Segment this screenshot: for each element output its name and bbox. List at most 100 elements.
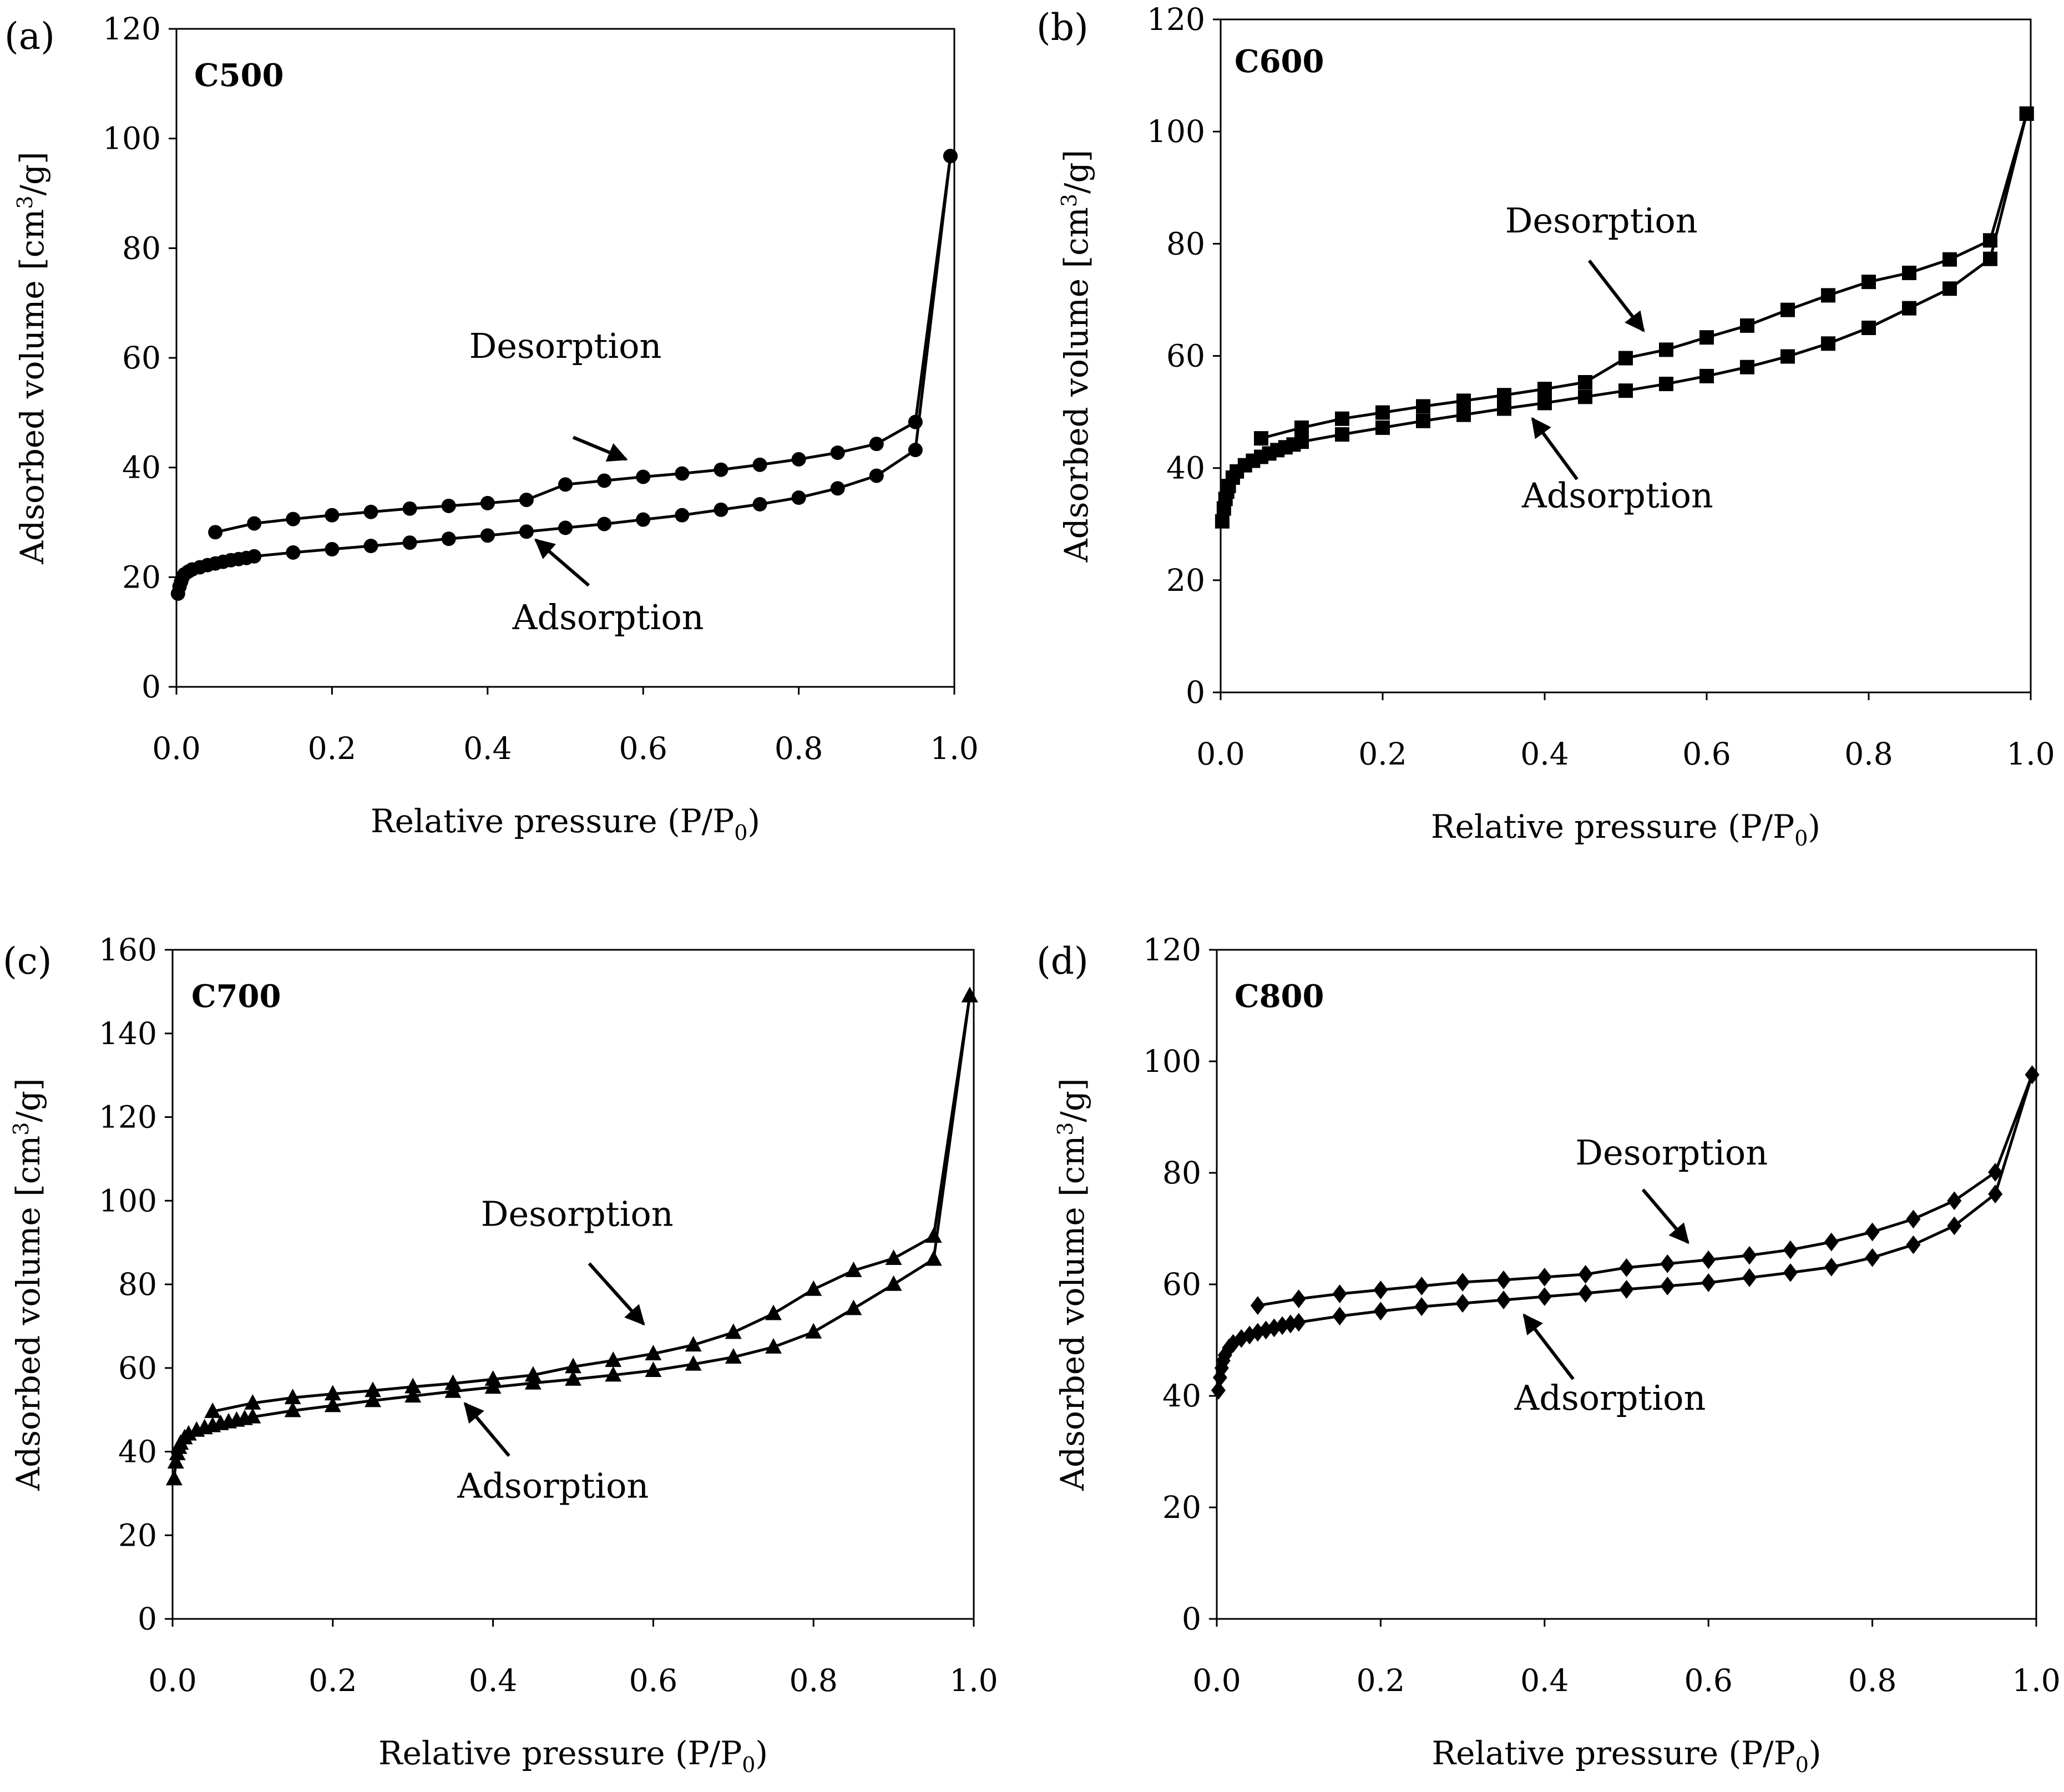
data-point	[167, 1453, 184, 1469]
data-point	[286, 545, 301, 560]
data-point	[365, 1381, 381, 1398]
annotation-desorption: Desorption	[1505, 200, 1698, 241]
y-tick-label: 60	[118, 1350, 157, 1386]
x-tick-label: 0.0	[1196, 736, 1245, 772]
sample-name: C800	[1235, 978, 1324, 1015]
data-point	[441, 531, 456, 546]
data-point	[1578, 1284, 1593, 1303]
x-tick-label: 0.2	[308, 731, 356, 766]
data-point	[1742, 1246, 1757, 1265]
data-point	[714, 502, 729, 517]
y-tick-label: 100	[1147, 114, 1205, 149]
x-tick-label: 0.8	[789, 1663, 837, 1698]
data-point	[1865, 1222, 1880, 1242]
data-point	[404, 1387, 422, 1403]
data-point	[247, 549, 262, 564]
y-tick-label: 160	[99, 932, 157, 968]
panel-letter: (a)	[4, 15, 55, 58]
data-point	[675, 466, 690, 481]
data-point	[284, 1401, 301, 1418]
data-point	[1456, 393, 1471, 408]
data-point	[1332, 1307, 1347, 1326]
data-point	[885, 1249, 902, 1265]
y-tick-label: 80	[122, 230, 161, 266]
data-point	[1215, 514, 1230, 529]
data-point	[791, 452, 806, 467]
x-tick-label: 0.2	[1358, 736, 1407, 772]
x-tick-label: 1.0	[2006, 736, 2055, 772]
data-point	[1226, 1334, 1241, 1353]
annotation-arrow	[1531, 417, 1579, 480]
data-point	[1865, 1248, 1880, 1267]
x-tick-label: 0.2	[1357, 1663, 1405, 1698]
y-tick-label: 20	[1166, 563, 1205, 598]
data-point	[519, 492, 534, 507]
data-point	[2019, 106, 2034, 121]
data-point	[402, 535, 417, 550]
data-point	[1947, 1191, 1962, 1211]
annotation-adsorption: Adsorption	[1514, 1378, 1706, 1418]
y-axis-title: Adsorbed volume [cm3/g]	[13, 151, 51, 564]
data-point	[636, 469, 651, 484]
data-point	[752, 497, 767, 512]
data-point	[765, 1338, 782, 1354]
data-point	[480, 495, 495, 510]
desorption-line	[1257, 1074, 2033, 1307]
data-point	[725, 1348, 742, 1364]
data-point	[402, 501, 417, 516]
x-tick-label: 0.4	[1520, 1663, 1569, 1698]
adsorption-line	[1217, 1074, 2034, 1391]
data-point	[1211, 1381, 1226, 1400]
y-tick-label: 20	[1162, 1490, 1201, 1525]
sample-name: C700	[191, 978, 281, 1015]
data-point	[1699, 330, 1714, 345]
data-point	[1740, 360, 1754, 374]
data-point	[1537, 1287, 1552, 1307]
data-point	[605, 1366, 622, 1382]
data-point	[1291, 1289, 1306, 1309]
data-point	[869, 468, 884, 483]
y-tick-label: 20	[118, 1517, 157, 1553]
data-point	[565, 1358, 581, 1374]
data-point	[365, 1391, 381, 1408]
y-tick-label: 40	[1162, 1378, 1201, 1414]
y-tick-label: 0	[141, 669, 161, 705]
data-point	[1701, 1273, 1716, 1292]
data-point	[908, 414, 923, 429]
x-tick-label: 0.0	[152, 731, 200, 766]
data-point	[1742, 1268, 1757, 1287]
data-point	[325, 508, 340, 523]
data-point	[765, 1304, 782, 1320]
data-point	[441, 498, 456, 513]
data-point	[1906, 1235, 1921, 1254]
annotation-adsorption: Adsorption	[1521, 475, 1713, 515]
x-axis-title: Relative pressure (P/P0)	[1431, 808, 1820, 851]
data-point	[805, 1280, 822, 1296]
sample-name: C500	[194, 57, 284, 94]
annotation-arrow	[1587, 259, 1645, 332]
data-point	[943, 149, 958, 164]
data-point	[1537, 382, 1552, 397]
data-point	[1496, 1290, 1511, 1310]
y-tick-label: 0	[138, 1601, 157, 1637]
panel-letter: (d)	[1036, 940, 1089, 983]
data-point	[244, 1408, 261, 1424]
data-point	[1988, 1163, 2003, 1182]
series-adsorption	[165, 986, 978, 1486]
x-tick-label: 0.8	[1848, 1663, 1896, 1698]
plot-frame	[171, 949, 975, 1620]
x-tick-label: 0.0	[1192, 1663, 1241, 1698]
data-point	[363, 504, 378, 519]
data-point	[1496, 1270, 1511, 1289]
series-adsorption	[1215, 106, 2034, 529]
data-point	[1222, 1338, 1237, 1358]
y-tick-label: 100	[1143, 1044, 1201, 1079]
data-point	[1254, 431, 1268, 446]
data-point	[286, 512, 301, 527]
data-point	[1861, 275, 1876, 290]
data-point	[645, 1361, 662, 1377]
data-point	[1780, 302, 1795, 317]
data-point	[444, 1374, 462, 1390]
annotation-arrow	[463, 1402, 510, 1457]
x-tick-label: 0.6	[629, 1663, 677, 1698]
